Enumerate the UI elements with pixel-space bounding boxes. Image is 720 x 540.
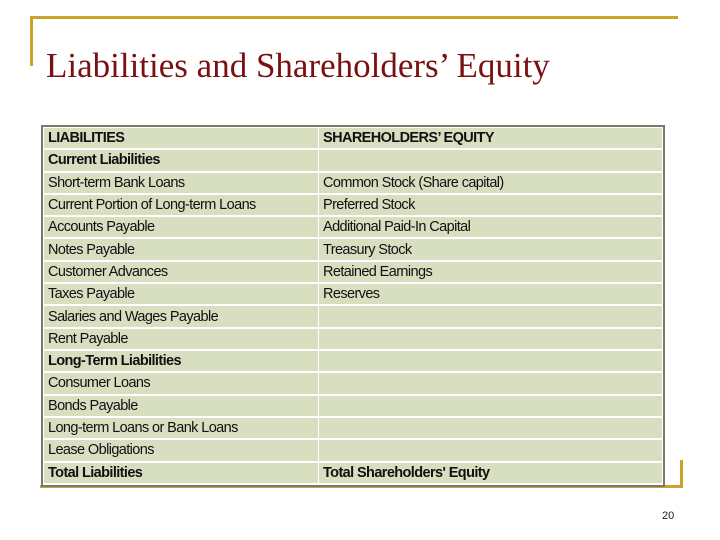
liability-cell: Total Liabilities [43,461,319,486]
liability-cell: Bonds Payable [43,394,319,418]
frame-line-left [30,16,33,66]
equity-cell [318,394,663,418]
table-row: Bonds Payable [43,394,663,418]
equity-cell [318,148,663,173]
table-row: Accounts Payable Additional Paid-In Capit… [43,215,663,240]
table-row: Salaries and Wages Payable [43,304,663,329]
equity-cell: Total Shareholders' Equity [318,461,663,486]
liabilities-header: LIABILITIES [43,127,319,151]
liability-cell: Accounts Payable [43,215,319,240]
equity-cell: Retained Earnings [318,260,663,285]
table-row: Taxes Payable Reserves [43,282,663,307]
frame-line-top [30,16,678,19]
equity-cell [318,349,663,374]
liability-cell: Long-Term Liabilities [43,349,319,374]
table-body: LIABILITIES SHAREHOLDERS’ EQUITY Current… [43,127,663,486]
table-row: Long-term Loans or Bank Loans [43,416,663,441]
table-row: Short-term Bank Loans Common Stock (Share… [43,170,663,195]
table-row: Customer Advances Retained Earnings [43,260,663,285]
table-row: Current Portion of Long-term Loans Prefer… [43,193,663,218]
equity-cell [318,438,663,463]
table-row: Consumer Loans [43,371,663,396]
equity-cell: Treasury Stock [318,237,663,262]
table-row: Total Liabilities Total Shareholders' Equ… [43,461,663,486]
table-header-row: LIABILITIES SHAREHOLDERS’ EQUITY [43,127,663,151]
equity-header: SHAREHOLDERS’ EQUITY [318,127,663,151]
liability-cell: Salaries and Wages Payable [43,304,319,329]
balance-sheet-table: LIABILITIES SHAREHOLDERS’ EQUITY Current… [41,125,665,487]
frame-line-right [680,460,683,488]
table-row: Current Liabilities [43,148,663,173]
equity-cell: Common Stock (Share capital) [318,170,663,195]
slide-title: Liabilities and Shareholders’ Equity [46,46,550,85]
equity-cell [318,327,663,352]
table-row: Lease Obligations [43,438,663,463]
equity-cell [318,416,663,441]
liability-cell: Consumer Loans [43,371,319,396]
table-row: Long-Term Liabilities [43,349,663,374]
table-row: Notes Payable Treasury Stock [43,237,663,262]
equity-cell: Reserves [318,282,663,307]
balance-sheet-grid: LIABILITIES SHAREHOLDERS’ EQUITY Current… [43,127,663,486]
liability-cell: Long-term Loans or Bank Loans [43,416,319,441]
equity-cell [318,371,663,396]
equity-cell: Additional Paid-In Capital [318,215,663,240]
liability-cell: Rent Payable [43,327,319,352]
liability-cell: Lease Obligations [43,438,319,463]
equity-cell: Preferred Stock [318,193,663,218]
liability-cell: Short-term Bank Loans [43,170,319,195]
table-row: Rent Payable [43,327,663,352]
equity-cell [318,304,663,329]
page-number: 20 [662,510,675,522]
liability-cell: Current Portion of Long-term Loans [43,193,319,218]
liability-cell: Customer Advances [43,260,319,285]
liability-cell: Notes Payable [43,237,319,262]
liability-cell: Taxes Payable [43,282,319,307]
liability-cell: Current Liabilities [43,148,319,173]
